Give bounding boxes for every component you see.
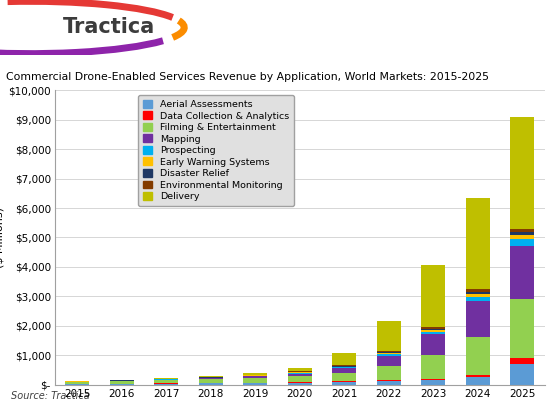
Bar [465, 289, 490, 292]
Bar [109, 381, 134, 384]
Bar [199, 379, 223, 383]
Bar [65, 384, 90, 385]
Bar [288, 376, 312, 382]
Bar [421, 330, 446, 331]
Bar [510, 235, 535, 239]
Bar [288, 373, 312, 374]
Bar [421, 380, 446, 385]
Bar [288, 368, 312, 372]
Bar [154, 383, 179, 385]
Bar [288, 374, 312, 376]
Bar [377, 380, 401, 381]
Bar [243, 383, 267, 385]
Bar [154, 380, 179, 381]
Bar [465, 297, 490, 301]
Bar [243, 376, 267, 378]
Bar [332, 381, 356, 382]
Bar [510, 232, 535, 235]
Bar [288, 372, 312, 373]
Bar [510, 358, 535, 364]
Bar [199, 378, 223, 379]
Bar [332, 353, 356, 365]
Bar [243, 378, 267, 383]
Bar [377, 321, 401, 350]
Bar [421, 328, 446, 330]
Text: Source: Tractica: Source: Tractica [11, 391, 90, 401]
Bar [199, 383, 223, 385]
Bar [421, 331, 446, 335]
Bar [199, 376, 223, 377]
Bar [465, 301, 490, 337]
Bar [377, 353, 401, 354]
Text: Tractica: Tractica [63, 18, 156, 37]
Bar [154, 378, 179, 379]
Bar [377, 350, 401, 352]
Bar [510, 117, 535, 229]
Bar [377, 356, 401, 366]
Text: Commercial Drone-Enabled Services Revenue by Application, World Markets: 2015-20: Commercial Drone-Enabled Services Revenu… [6, 72, 488, 82]
Bar [332, 382, 356, 385]
Bar [421, 327, 446, 328]
Bar [465, 375, 490, 377]
Bar [377, 366, 401, 380]
Bar [243, 373, 267, 375]
Bar [154, 381, 179, 383]
Bar [288, 382, 312, 383]
Bar [377, 352, 401, 353]
Bar [510, 299, 535, 358]
Bar [421, 335, 446, 355]
Bar [332, 366, 356, 367]
Bar [377, 354, 401, 356]
Bar [465, 292, 490, 294]
Bar [465, 198, 490, 289]
Bar [332, 373, 356, 381]
Bar [332, 367, 356, 368]
Bar [510, 364, 535, 385]
Bar [332, 368, 356, 373]
Legend: Aerial Assessments, Data Collection & Analytics, Filming & Entertainment, Mappin: Aerial Assessments, Data Collection & An… [138, 95, 294, 206]
Bar [465, 337, 490, 375]
Bar [288, 383, 312, 385]
Bar [465, 294, 490, 297]
Bar [332, 365, 356, 366]
Bar [510, 239, 535, 246]
Bar [421, 355, 446, 379]
Bar [377, 381, 401, 385]
Bar [421, 265, 446, 327]
Bar [109, 384, 134, 385]
Bar [421, 379, 446, 380]
Y-axis label: ($ Millions): ($ Millions) [0, 207, 4, 268]
Bar [65, 382, 90, 384]
Bar [510, 246, 535, 299]
Bar [510, 229, 535, 232]
Bar [465, 377, 490, 385]
